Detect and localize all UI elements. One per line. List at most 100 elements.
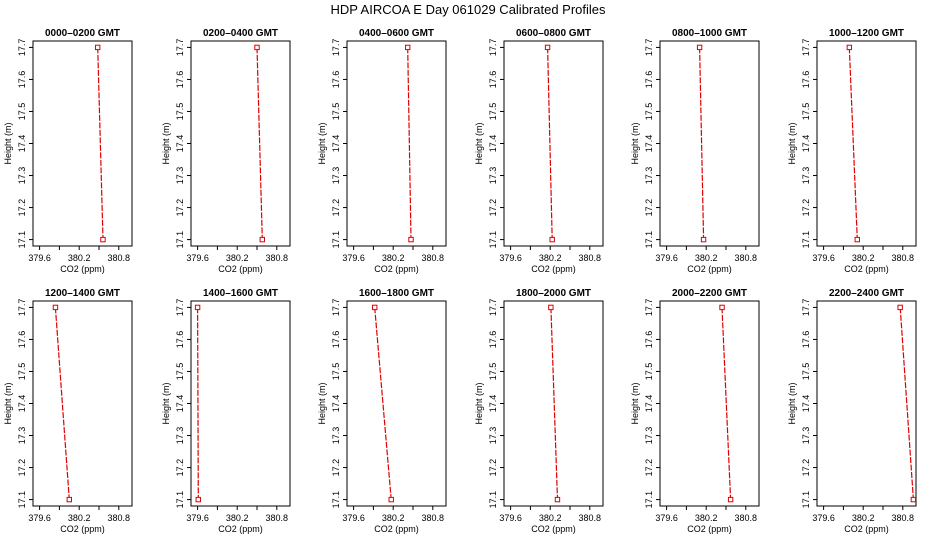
data-point (388, 496, 394, 503)
y-axis-label: Height (m) (630, 122, 640, 164)
y-tick-label: 17.5 (331, 103, 341, 121)
x-tick-label: 380.2 (695, 513, 718, 523)
y-tick-label: 17.5 (488, 363, 498, 381)
y-tick-label: 17.4 (17, 395, 27, 413)
x-axis-label: CO2 (ppm) (687, 264, 732, 274)
panel: 0000–0200 GMT 379.6 380.2 380.8 17.1 17.2 17.3… (3, 28, 133, 274)
y-tick-label: 17.5 (488, 103, 498, 121)
y-axis-label: Height (m) (630, 382, 640, 424)
y-tick-label: 17.4 (488, 395, 498, 413)
data-point (66, 496, 72, 503)
y-tick-label: 17.1 (331, 491, 341, 509)
x-tick-label: 380.8 (422, 513, 445, 523)
panel: 2000–2200 GMT 379.6 380.2 380.8 17.1 17.2 17.3… (630, 288, 760, 534)
y-tick-label: 17.5 (175, 363, 185, 381)
series-line (899, 307, 914, 500)
y-tick-label: 17.3 (644, 427, 654, 445)
x-tick-label: 380.2 (226, 253, 249, 263)
panel: 1000–1200 GMT 379.6 380.2 380.8 17.1 17.2 17.3… (787, 28, 917, 274)
x-tick-label: 380.2 (539, 513, 562, 523)
x-tick-label: 380.2 (852, 253, 875, 263)
panel: 1400–1600 GMT 379.6 380.2 380.8 17.1 17.2 17.3… (161, 288, 291, 534)
y-tick-label: 17.6 (488, 331, 498, 349)
y-tick-label: 17.3 (17, 167, 27, 185)
x-axis-label: CO2 (ppm) (60, 264, 105, 274)
y-tick-label: 17.2 (17, 199, 27, 217)
x-tick-label: 379.6 (186, 253, 209, 263)
panel-title: 0000–0200 GMT (45, 28, 120, 39)
plot-frame (503, 40, 604, 247)
plot-frame (659, 40, 760, 247)
x-tick-label: 380.2 (68, 513, 91, 523)
y-tick-label: 17.1 (331, 231, 341, 249)
y-tick-label: 17.6 (175, 331, 185, 349)
y-axis-label: Height (m) (317, 122, 327, 164)
x-tick-label: 379.6 (186, 513, 209, 523)
plot-frame (503, 300, 604, 507)
y-tick-label: 17.2 (17, 459, 27, 477)
data-point (696, 44, 703, 51)
y-tick-label: 17.2 (331, 199, 341, 217)
y-tick-label: 17.1 (644, 231, 654, 249)
data-point (544, 44, 551, 51)
data-point (408, 236, 414, 243)
x-tick-label: 380.8 (735, 513, 758, 523)
y-tick-label: 17.5 (17, 103, 27, 121)
series-line (374, 307, 392, 500)
y-tick-label: 17.7 (17, 299, 27, 317)
y-tick-label: 17.5 (644, 103, 654, 121)
x-tick-label: 379.6 (812, 513, 835, 523)
y-tick-label: 17.2 (175, 459, 185, 477)
series-line (721, 307, 732, 500)
y-tick-label: 17.3 (488, 427, 498, 445)
data-point (372, 304, 378, 311)
y-tick-label: 17.3 (331, 427, 341, 445)
data-point (548, 304, 554, 311)
panel-title: 1200–1400 GMT (45, 288, 120, 299)
y-tick-label: 17.7 (644, 299, 654, 317)
y-tick-label: 17.4 (801, 395, 811, 413)
series-line (547, 47, 553, 240)
y-tick-label: 17.5 (331, 363, 341, 381)
y-tick-label: 17.2 (644, 459, 654, 477)
x-axis-label: CO2 (ppm) (844, 264, 889, 274)
y-tick-label: 17.7 (488, 299, 498, 317)
y-axis-label: Height (m) (317, 382, 327, 424)
y-tick-label: 17.5 (801, 103, 811, 121)
y-tick-label: 17.4 (331, 395, 341, 413)
y-tick-label: 17.7 (17, 39, 27, 57)
data-point (194, 304, 201, 311)
y-tick-label: 17.1 (175, 491, 185, 509)
y-tick-label: 17.1 (488, 491, 498, 509)
y-tick-label: 17.2 (644, 199, 654, 217)
data-point (100, 236, 106, 243)
data-point (554, 496, 561, 503)
y-tick-label: 17.7 (331, 39, 341, 57)
panel: 1800–2000 GMT 379.6 380.2 380.8 17.1 17.2 17.3… (474, 288, 604, 534)
data-point (846, 44, 853, 51)
x-tick-label: 380.8 (579, 513, 602, 523)
panel: 0800–1000 GMT 379.6 380.2 380.8 17.1 17.2 17.3… (630, 28, 760, 274)
x-tick-label: 380.2 (852, 513, 875, 523)
y-tick-label: 17.4 (175, 135, 185, 153)
data-point (195, 496, 201, 503)
panel-title: 1400–1600 GMT (203, 288, 278, 299)
panel-title: 0400–0600 GMT (359, 28, 434, 39)
data-point (719, 304, 725, 311)
panel-title: 2000–2200 GMT (672, 288, 747, 299)
x-axis-label: CO2 (ppm) (60, 524, 105, 534)
x-tick-label: 379.6 (499, 253, 522, 263)
x-tick-label: 380.8 (892, 513, 915, 523)
panel: 0600–0800 GMT 379.6 380.2 380.8 17.1 17.2 17.3… (474, 28, 604, 274)
x-tick-label: 380.8 (266, 513, 289, 523)
x-axis-label: CO2 (ppm) (218, 264, 263, 274)
plot-frame (32, 300, 133, 507)
y-tick-label: 17.4 (644, 135, 654, 153)
x-tick-label: 379.6 (28, 513, 51, 523)
panel: 2200–2400 GMT 379.6 380.2 380.8 17.1 17.2 17.3… (787, 288, 917, 534)
x-tick-label: 380.2 (68, 253, 91, 263)
y-tick-label: 17.1 (488, 231, 498, 249)
y-tick-label: 17.7 (801, 39, 811, 57)
y-tick-label: 17.5 (175, 103, 185, 121)
y-tick-label: 17.6 (17, 71, 27, 89)
